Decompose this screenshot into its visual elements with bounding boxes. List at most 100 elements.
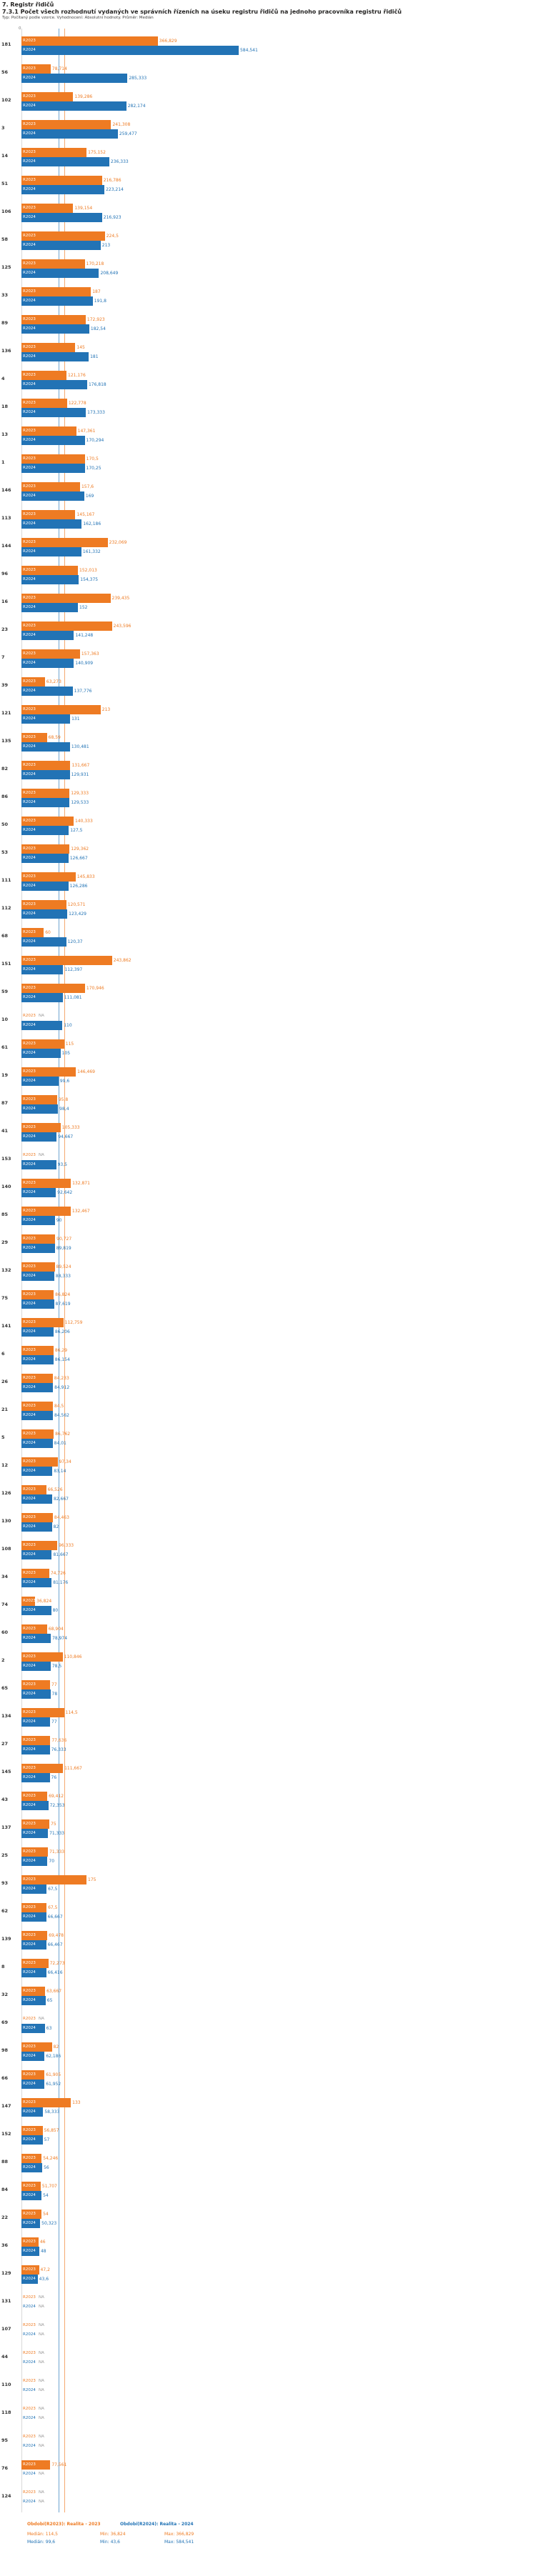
bar-r2024[interactable]: R2024 — [21, 659, 74, 668]
bar-r2024[interactable]: R2024 — [21, 1299, 54, 1309]
bar-r2024[interactable]: R2024 — [21, 1689, 51, 1699]
bar-r2024[interactable]: R2024 — [21, 1439, 53, 1448]
bar-r2023[interactable]: R2023 — [21, 1959, 49, 1968]
bar-r2024[interactable]: R2024 — [21, 1912, 46, 1922]
bar-r2023[interactable]: R2023 — [21, 1234, 56, 1244]
bar-r2024[interactable]: R2024 — [21, 1745, 50, 1754]
bar-r2024[interactable]: R2024 — [21, 1467, 53, 1476]
bar-r2024[interactable]: R2024 — [21, 631, 74, 640]
bar-r2024[interactable]: R2024 — [21, 74, 128, 83]
bar-r2024[interactable]: R2024 — [21, 1773, 50, 1782]
bar-r2023[interactable]: R2023 — [21, 1597, 36, 1606]
bar-r2023[interactable]: R2023 — [21, 2237, 39, 2247]
bar-r2023[interactable]: R2023 — [21, 1875, 86, 1884]
bar-r2023[interactable]: R2023 — [21, 1903, 47, 1912]
bar-r2024[interactable]: R2024 — [21, 1717, 51, 1727]
bar-r2024[interactable]: R2024 — [21, 1411, 53, 1420]
bar-r2024[interactable]: R2024 — [21, 1968, 46, 1977]
bar-r2023[interactable]: R2023 — [21, 789, 70, 798]
bar-r2023[interactable]: R2023 — [21, 2182, 41, 2191]
bar-r2024[interactable]: R2024 — [21, 1634, 51, 1643]
bar-r2023[interactable]: R2023 — [21, 343, 76, 352]
bar-r2024[interactable]: R2024 — [21, 2024, 45, 2033]
bar-r2024[interactable]: R2024 — [21, 185, 105, 194]
bar-r2024[interactable]: R2024 — [21, 157, 109, 166]
bar-r2023[interactable]: R2023 — [21, 1819, 49, 1829]
bar-r2023[interactable]: R2023 — [21, 1457, 58, 1467]
bar-r2023[interactable]: R2023 — [21, 1987, 46, 1996]
bar-r2024[interactable]: R2024 — [21, 2247, 39, 2256]
bar-r2024[interactable]: R2024 — [21, 213, 102, 222]
bar-r2023[interactable]: R2023 — [21, 1318, 64, 1327]
bar-r2024[interactable]: R2024 — [21, 241, 101, 250]
bar-r2023[interactable]: R2023 — [21, 148, 87, 157]
bar-r2024[interactable]: R2024 — [21, 269, 99, 278]
bar-r2024[interactable]: R2024 — [21, 2191, 42, 2200]
bar-r2024[interactable]: R2024 — [21, 965, 64, 974]
bar-r2023[interactable]: R2023 — [21, 2265, 39, 2275]
bar-r2024[interactable]: R2024 — [21, 2052, 45, 2061]
bar-r2024[interactable]: R2024 — [21, 1049, 61, 1058]
bar-r2024[interactable]: R2024 — [21, 603, 79, 612]
bar-r2023[interactable]: R2023 — [21, 594, 111, 603]
bar-r2023[interactable]: R2023 — [21, 371, 66, 380]
bar-r2024[interactable]: R2024 — [21, 464, 85, 473]
bar-r2023[interactable]: R2023 — [21, 204, 74, 213]
bar-r2024[interactable]: R2024 — [21, 1383, 54, 1392]
bar-r2024[interactable]: R2024 — [21, 1132, 57, 1142]
bar-r2023[interactable]: R2023 — [21, 92, 74, 101]
bar-r2024[interactable]: R2024 — [21, 491, 84, 501]
bar-r2024[interactable]: R2024 — [21, 1578, 52, 1587]
bar-r2023[interactable]: R2023 — [21, 315, 86, 324]
bar-r2024[interactable]: R2024 — [21, 742, 70, 752]
bar-r2023[interactable]: R2023 — [21, 120, 111, 129]
bar-r2023[interactable]: R2023 — [21, 1346, 54, 1355]
bar-r2024[interactable]: R2024 — [21, 46, 239, 55]
bar-r2023[interactable]: R2023 — [21, 426, 76, 436]
bar-r2023[interactable]: R2023 — [21, 2098, 71, 2107]
bar-r2023[interactable]: R2023 — [21, 1931, 48, 1940]
bar-r2024[interactable]: R2024 — [21, 937, 66, 947]
bar-r2023[interactable]: R2023 — [21, 1541, 58, 1550]
legend-item-r2024[interactable]: Období(R2024): Realita - 2024 — [120, 2522, 194, 2527]
bar-r2023[interactable]: R2023 — [21, 1792, 48, 1801]
bar-r2023[interactable]: R2023 — [21, 287, 91, 296]
bar-r2024[interactable]: R2024 — [21, 519, 82, 529]
bar-r2024[interactable]: R2024 — [21, 1550, 52, 1559]
bar-r2023[interactable]: R2023 — [21, 621, 112, 631]
bar-r2024[interactable]: R2024 — [21, 2163, 43, 2172]
bar-r2023[interactable]: R2023 — [21, 1847, 49, 1857]
bar-r2024[interactable]: R2024 — [21, 2135, 43, 2145]
bar-r2023[interactable]: R2023 — [21, 705, 101, 714]
bar-r2024[interactable]: R2024 — [21, 1077, 59, 1086]
bar-r2023[interactable]: R2023 — [21, 900, 66, 909]
bar-r2024[interactable]: R2024 — [21, 1104, 59, 1114]
bar-r2023[interactable]: R2023 — [21, 36, 158, 46]
bar-r2023[interactable]: R2023 — [21, 399, 67, 408]
bar-r2024[interactable]: R2024 — [21, 1272, 54, 1281]
bar-r2024[interactable]: R2024 — [21, 854, 69, 863]
bar-r2024[interactable]: R2024 — [21, 1494, 52, 1504]
bar-r2024[interactable]: R2024 — [21, 296, 93, 306]
bar-r2024[interactable]: R2024 — [21, 2107, 44, 2117]
bar-r2024[interactable]: R2024 — [21, 826, 69, 835]
bar-r2023[interactable]: R2023 — [21, 64, 51, 74]
bar-r2023[interactable]: R2023 — [21, 2210, 42, 2219]
bar-r2023[interactable]: R2023 — [21, 1039, 64, 1049]
bar-r2023[interactable]: R2023 — [21, 733, 47, 742]
bar-r2024[interactable]: R2024 — [21, 1940, 46, 1950]
bar-r2024[interactable]: R2024 — [21, 1884, 47, 1894]
bar-r2023[interactable]: R2023 — [21, 1402, 53, 1411]
bar-r2024[interactable]: R2024 — [21, 714, 71, 724]
bar-r2023[interactable]: R2023 — [21, 482, 80, 491]
bar-r2023[interactable]: R2023 — [21, 2070, 45, 2080]
bar-r2023[interactable]: R2023 — [21, 1513, 53, 1522]
bar-r2023[interactable]: R2023 — [21, 956, 112, 965]
bar-r2023[interactable]: R2023 — [21, 231, 105, 241]
bar-r2023[interactable]: R2023 — [21, 677, 45, 687]
bar-r2024[interactable]: R2024 — [21, 1522, 52, 1532]
bar-r2023[interactable]: R2023 — [21, 1708, 64, 1717]
bar-r2023[interactable]: R2023 — [21, 1123, 61, 1132]
bar-r2023[interactable]: R2023 — [21, 566, 79, 575]
bar-r2023[interactable]: R2023 — [21, 2460, 51, 2470]
